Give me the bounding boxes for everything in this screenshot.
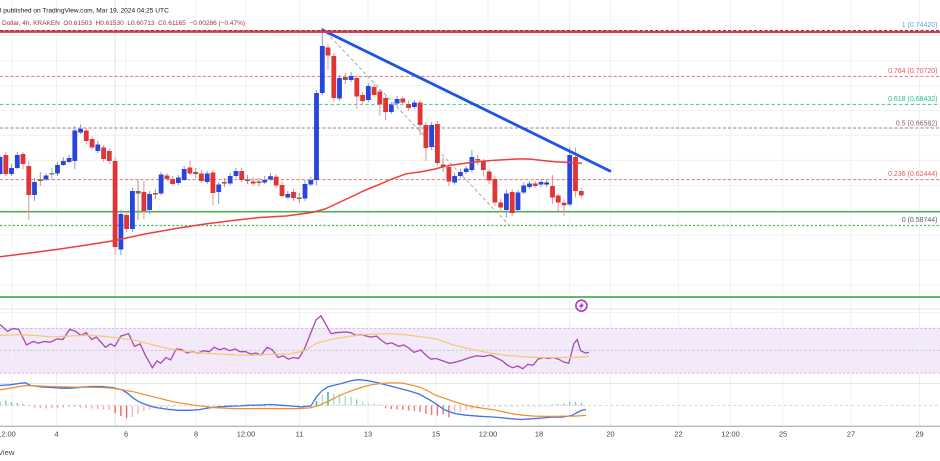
svg-text:27: 27 xyxy=(847,430,855,439)
svg-text:12:00: 12:00 xyxy=(721,430,740,439)
svg-text:6: 6 xyxy=(124,430,128,439)
svg-text:8: 8 xyxy=(194,430,198,439)
svg-text:0.236 (0.62444): 0.236 (0.62444) xyxy=(888,171,937,178)
svg-text:0.618 (0.68432): 0.618 (0.68432) xyxy=(888,96,937,103)
svg-text:0.5 (0.66582): 0.5 (0.66582) xyxy=(896,120,938,127)
svg-text:l published on TradingView.com: l published on TradingView.com, Mar 19, … xyxy=(0,7,169,14)
svg-text:0 (0.58744): 0 (0.58744) xyxy=(902,217,938,224)
svg-text:20: 20 xyxy=(606,430,614,439)
svg-text:Dollar, 4h, KRAKEN O0.61503: Dollar, 4h, KRAKEN O0.61503 H0.61530 L0.… xyxy=(2,20,245,27)
svg-text:12:00: 12:00 xyxy=(0,430,16,439)
svg-text:View: View xyxy=(0,448,15,457)
svg-text:12:00: 12:00 xyxy=(237,430,256,439)
svg-text:15: 15 xyxy=(432,430,440,439)
svg-text:13: 13 xyxy=(364,430,372,439)
svg-text:11: 11 xyxy=(296,430,304,439)
svg-text:25: 25 xyxy=(779,430,787,439)
svg-text:4: 4 xyxy=(54,430,58,439)
svg-text:22: 22 xyxy=(674,430,682,439)
svg-text:29: 29 xyxy=(915,430,923,439)
svg-text:0.764 (0.70720): 0.764 (0.70720) xyxy=(888,68,937,75)
svg-text:12:00: 12:00 xyxy=(479,430,498,439)
svg-text:18: 18 xyxy=(535,430,543,439)
svg-text:1 (0.74420): 1 (0.74420) xyxy=(902,22,938,29)
